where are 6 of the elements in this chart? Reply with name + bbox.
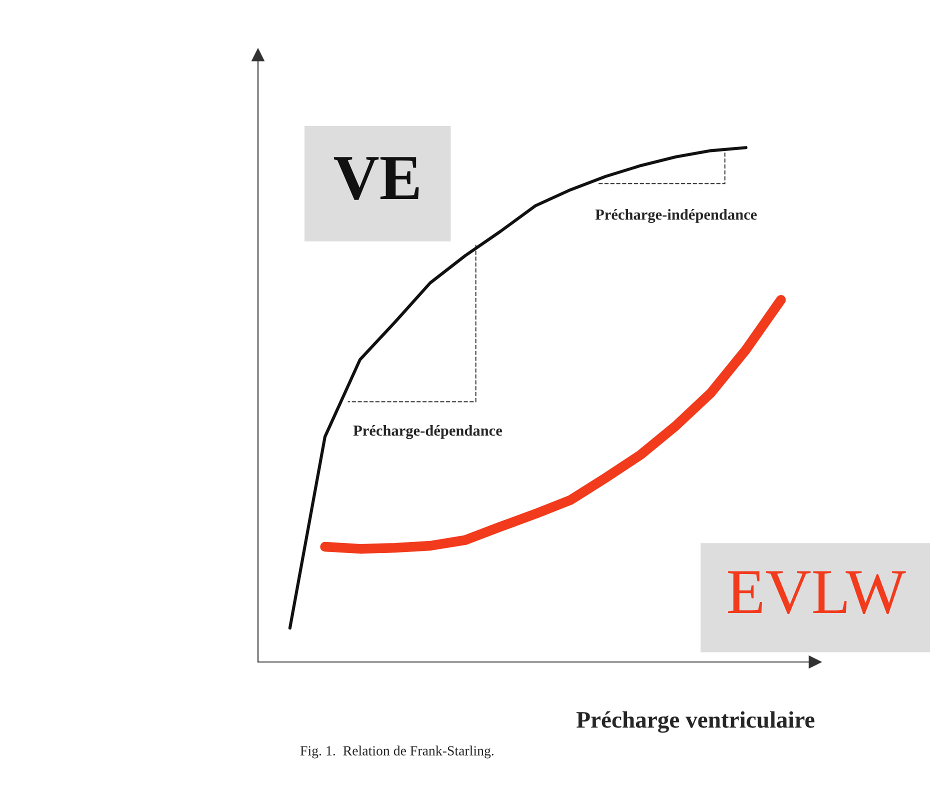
annotation: Précharge-dépendance — [353, 425, 502, 440]
text: EVLW — [728, 571, 906, 614]
x-axis-title: Précharge ventriculaire — [576, 711, 814, 733]
series-label: VE — [334, 157, 419, 200]
annotation: Précharge-indépendance — [595, 208, 757, 223]
caption: Fig. 1. Relation de Frank-Starling. — [300, 746, 494, 758]
